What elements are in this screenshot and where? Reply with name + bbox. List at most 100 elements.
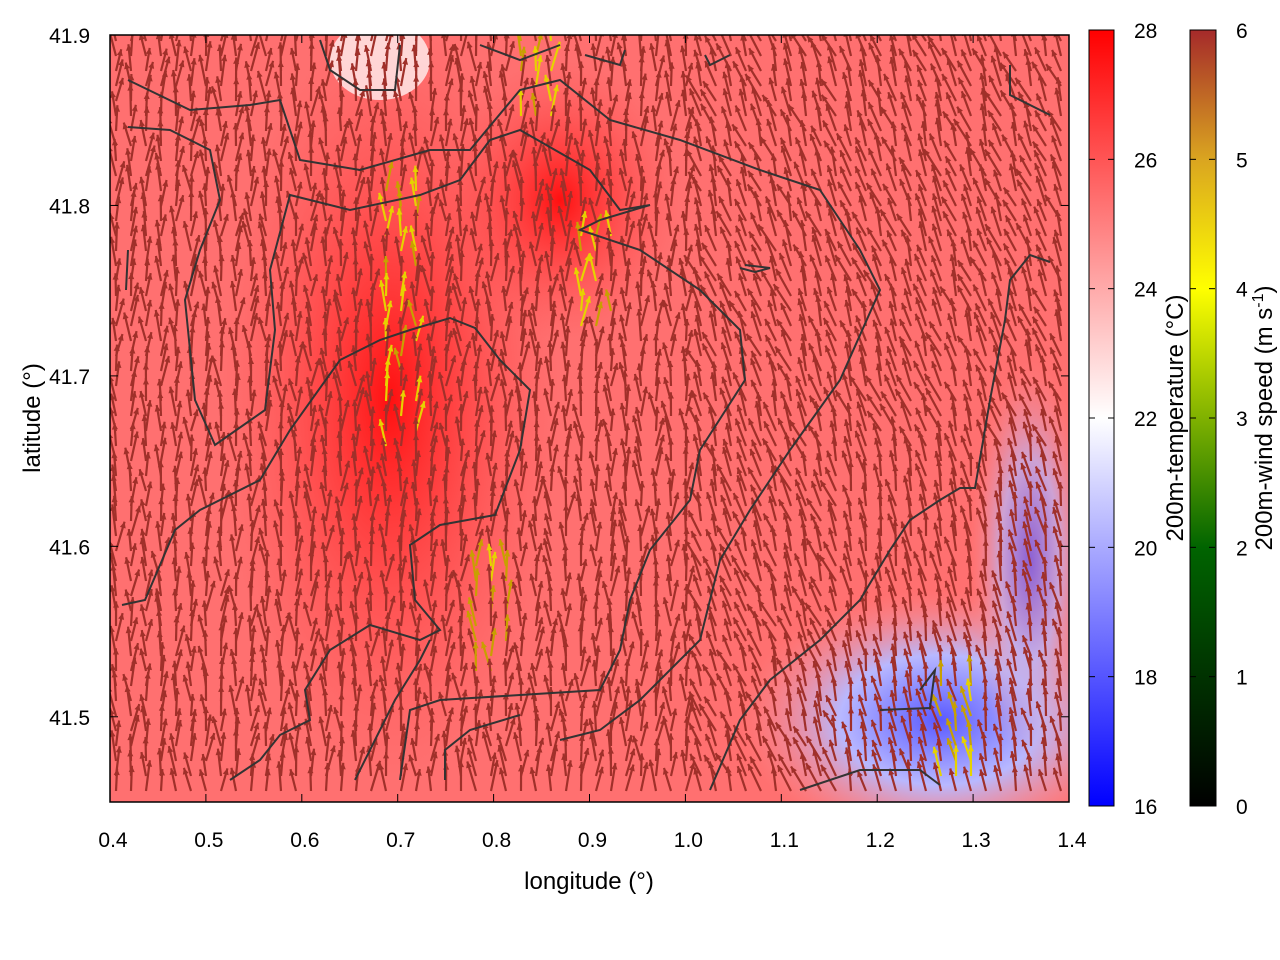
- wind-arrow: [814, 198, 823, 222]
- wind-arrow: [944, 155, 957, 177]
- wind-arrow: [639, 295, 651, 327]
- wind-arrow: [753, 191, 763, 222]
- wind-arrow: [708, 116, 718, 147]
- wind-arrow: [129, 239, 138, 267]
- wind-arrow: [851, 211, 867, 237]
- wind-arrow: [811, 234, 823, 267]
- wind-arrow: [1033, 206, 1048, 237]
- wind-arrow: [957, 77, 972, 102]
- wind-arrow: [564, 220, 573, 252]
- wind-arrow: [530, 92, 538, 117]
- wind-arrow: [639, 105, 650, 132]
- wind-arrow: [219, 54, 228, 87]
- wind-arrow: [1025, 58, 1033, 87]
- wind-arrow: [188, 190, 195, 222]
- wind-arrow: [772, 283, 792, 312]
- wind-arrow: [621, 138, 628, 162]
- wind-arrow: [414, 253, 422, 282]
- wind-arrow: [799, 219, 808, 252]
- wind-arrow: [230, 254, 238, 282]
- wind-arrow: [883, 73, 898, 102]
- wind-arrow: [469, 211, 478, 237]
- wind-arrow: [369, 35, 374, 42]
- wind-arrow: [354, 268, 363, 297]
- wind-arrow: [216, 44, 224, 72]
- wind-arrow: [395, 104, 403, 132]
- wind-arrow: [956, 259, 972, 282]
- wind-arrow: [993, 192, 1003, 222]
- wind-arrow: [294, 100, 303, 132]
- wind-arrow: [797, 298, 808, 327]
- wind-arrow: [173, 266, 181, 297]
- wind-arrow: [624, 302, 633, 327]
- wind-arrow: [907, 35, 913, 42]
- wind-arrow: [858, 118, 868, 147]
- wind-arrow: [960, 236, 973, 267]
- colorbar-tick-label: 26: [1134, 149, 1157, 172]
- wind-arrow: [234, 242, 242, 267]
- wind-arrow: [719, 300, 733, 327]
- wind-arrow: [749, 212, 763, 237]
- wind-arrow: [1035, 244, 1048, 267]
- wind-arrow: [378, 280, 388, 312]
- wind-arrow: [159, 179, 169, 207]
- wind-arrow: [983, 90, 1002, 117]
- wind-arrow: [811, 90, 823, 117]
- wind-arrow: [631, 131, 643, 162]
- wind-arrow: [593, 78, 600, 102]
- wind-arrow: [770, 43, 778, 72]
- wind-arrow: [137, 316, 148, 342]
- wind-arrow: [843, 124, 853, 147]
- wind-arrow: [609, 298, 618, 327]
- wind-arrow: [589, 87, 598, 117]
- wind-arrow: [1054, 87, 1063, 117]
- wind-arrow: [725, 257, 733, 282]
- wind-arrow: [965, 225, 973, 252]
- wind-arrow: [144, 47, 152, 72]
- wind-arrow: [322, 114, 329, 147]
- wind-arrow: [722, 71, 733, 102]
- wind-arrow: [752, 273, 763, 297]
- colorbar-tick-label: 5: [1236, 149, 1248, 172]
- wind-arrow: [242, 208, 253, 237]
- wind-arrow: [354, 109, 364, 132]
- wind-arrow: [1002, 186, 1017, 207]
- wind-arrow: [912, 283, 927, 312]
- wind-arrow: [888, 301, 898, 327]
- wind-arrow: [931, 205, 943, 237]
- wind-arrow: [665, 213, 673, 237]
- wind-arrow: [512, 210, 523, 237]
- wind-arrow: [931, 223, 943, 252]
- wind-arrow: [369, 283, 376, 312]
- wind-arrow: [844, 101, 853, 132]
- wind-arrow: [578, 35, 583, 42]
- wind-arrow: [384, 161, 394, 192]
- wind-arrow: [699, 88, 717, 117]
- wind-arrow: [1051, 135, 1063, 162]
- wind-arrow: [469, 228, 478, 252]
- wind-arrow: [934, 99, 943, 132]
- wind-arrow: [753, 153, 763, 177]
- wind-arrow: [564, 116, 572, 147]
- wind-arrow: [594, 301, 604, 327]
- wind-arrow: [723, 139, 733, 162]
- wind-arrow: [638, 55, 645, 87]
- wind-arrow: [769, 176, 778, 207]
- wind-arrow: [768, 77, 778, 102]
- wind-arrow: [981, 123, 988, 147]
- wind-arrow: [889, 145, 898, 177]
- wind-arrow: [693, 35, 703, 57]
- wind-arrow: [664, 193, 673, 222]
- wind-arrow: [459, 35, 463, 42]
- wind-arrow: [335, 144, 343, 177]
- wind-arrow: [1031, 287, 1047, 312]
- wind-arrow: [157, 194, 164, 222]
- wind-arrow: [474, 61, 483, 87]
- wind-arrow: [1051, 49, 1063, 72]
- wind-arrow: [290, 87, 298, 117]
- wind-arrow: [780, 145, 793, 177]
- wind-arrow: [182, 280, 193, 312]
- wind-arrow: [457, 178, 464, 207]
- wind-arrow: [728, 35, 733, 42]
- wind-arrow: [429, 108, 436, 132]
